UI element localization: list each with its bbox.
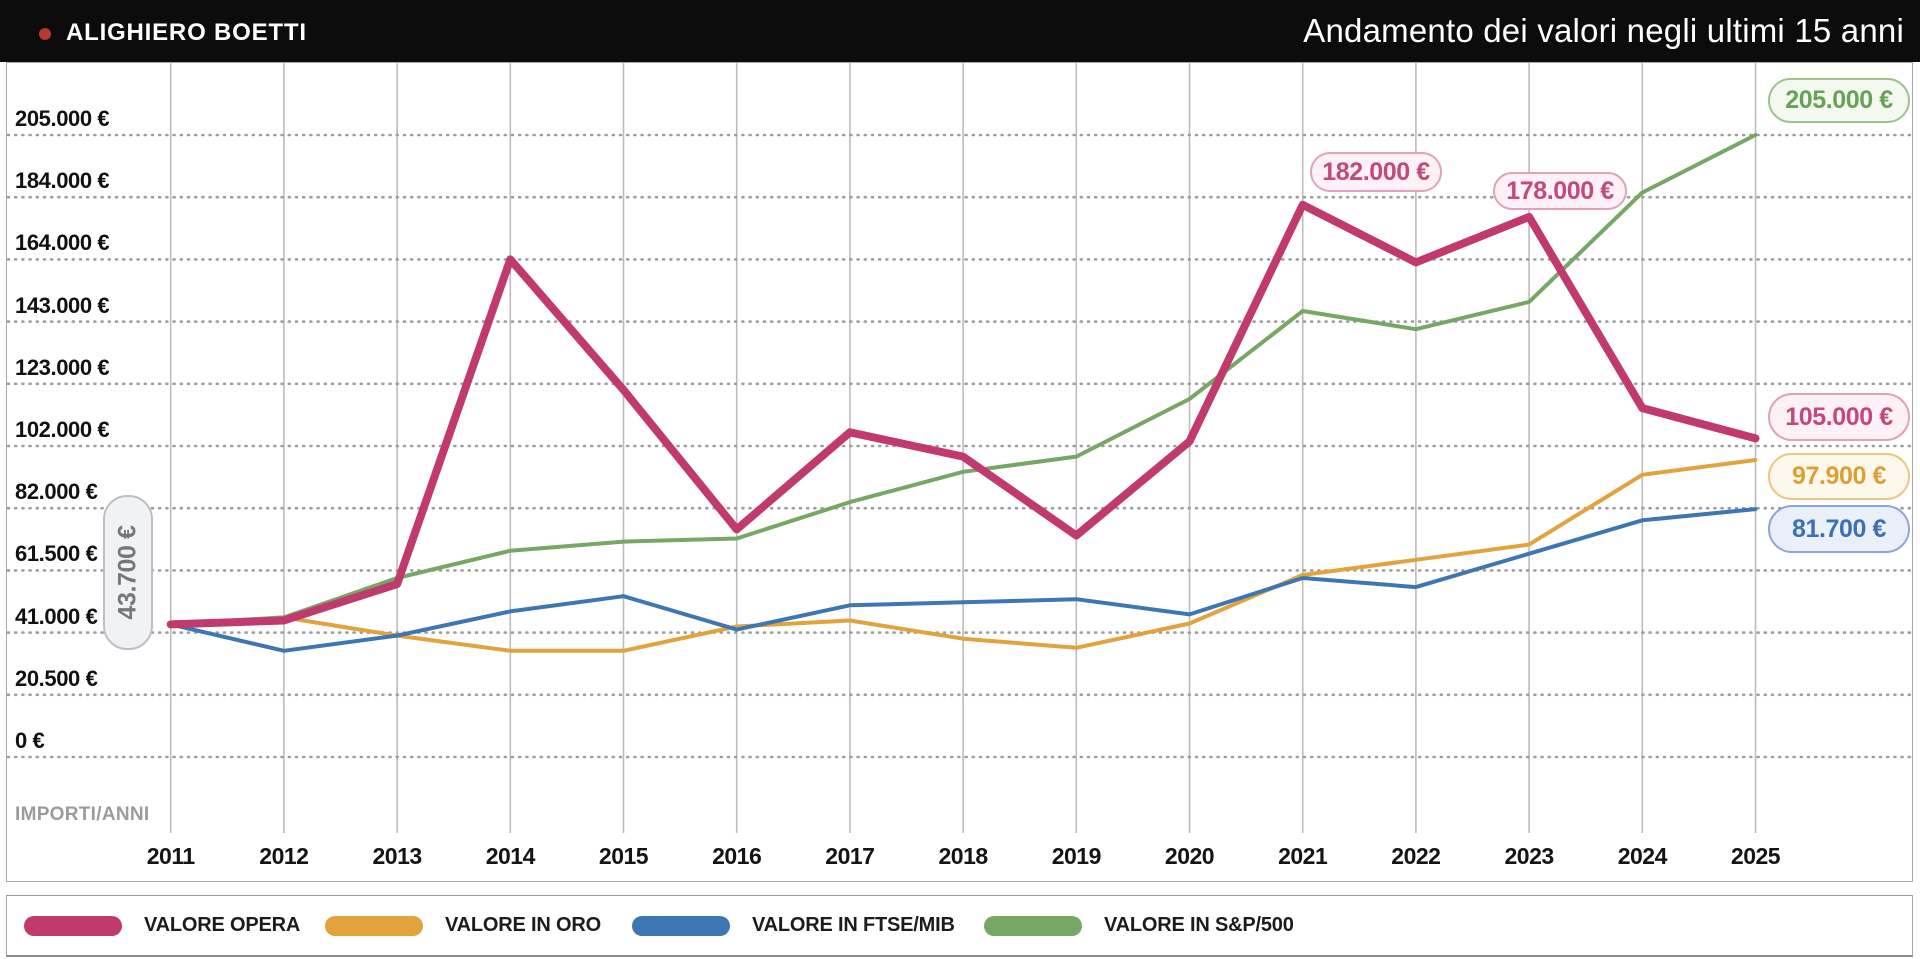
- x-axis-year-label: 2021: [1278, 843, 1328, 869]
- callout-value: 43.700 €: [113, 525, 142, 620]
- callout-end-oro: 97.900 €: [1768, 453, 1910, 500]
- callout-value: 182.000 €: [1322, 157, 1430, 186]
- callout-peak-2023: 178.000 €: [1493, 172, 1627, 210]
- legend-label: VALORE IN FTSE/MIB: [752, 914, 955, 936]
- artist-title: ALIGHIERO BOETTI: [66, 19, 307, 46]
- callout-value: 105.000 €: [1785, 402, 1893, 431]
- x-axis-year-label: 2014: [485, 843, 536, 869]
- x-axis-year-label: 2012: [259, 843, 309, 869]
- callout-peak-2021: 182.000 €: [1310, 152, 1442, 192]
- series-line-3: [168, 133, 1758, 627]
- callout-end-opera: 105.000 €: [1768, 393, 1910, 441]
- legend-item: VALORE IN ORO: [325, 896, 601, 955]
- legend-swatch-icon: [632, 915, 730, 936]
- callout-start-value: 43.700 €: [103, 495, 153, 650]
- y-axis-tick-label: 61.500 €: [15, 541, 98, 567]
- x-axis-year-label: 2022: [1391, 843, 1441, 869]
- x-axis-year-label: 2017: [825, 843, 875, 869]
- y-axis-tick-label: 0 €: [15, 728, 45, 753]
- y-axis-tick-label: 82.000 €: [15, 479, 98, 505]
- callout-end-ftse: 81.700 €: [1768, 505, 1910, 553]
- axis-units-note: IMPORTI/ANNI: [15, 804, 150, 825]
- legend-swatch-icon: [325, 915, 423, 936]
- callout-value: 205.000 €: [1785, 86, 1893, 114]
- callout-value: 178.000 €: [1506, 176, 1614, 205]
- x-axis-year-label: 2016: [712, 843, 762, 869]
- x-axis-year-label: 2019: [1051, 843, 1102, 869]
- y-axis-tick-label: 41.000 €: [15, 603, 98, 629]
- callout-value: 81.700 €: [1791, 514, 1887, 543]
- x-axis-year-label: 2011: [146, 843, 195, 869]
- y-axis-tick-label: 164.000 €: [15, 230, 110, 256]
- legend-swatch-icon: [984, 915, 1082, 936]
- series-line-1: [168, 458, 1758, 653]
- chart-subtitle: Andamento dei valori negli ultimi 15 ann…: [1303, 12, 1904, 49]
- legend-label: VALORE OPERA: [144, 914, 301, 936]
- legend-bar: VALORE OPERA VALORE IN ORO VALORE IN FTSE/…: [6, 895, 1913, 957]
- legend-label: VALORE IN ORO: [445, 914, 601, 936]
- x-axis-year-label: 2025: [1730, 843, 1781, 869]
- y-axis-tick-label: 184.000 €: [15, 168, 110, 194]
- legend-item: VALORE IN FTSE/MIB: [632, 896, 955, 955]
- x-axis-year-label: 2013: [372, 843, 423, 869]
- x-axis-year-label: 2024: [1617, 843, 1668, 869]
- x-axis-year-label: 2020: [1164, 843, 1215, 869]
- y-axis-tick-label: 20.500 €: [15, 665, 98, 691]
- x-axis-year-label: 2023: [1504, 843, 1555, 869]
- callout-end-sp500: 205.000 €: [1768, 78, 1910, 123]
- legend-label: VALORE IN S&P/500: [1104, 914, 1294, 936]
- callout-value: 97.900 €: [1791, 462, 1887, 490]
- series-line-2: [168, 507, 1758, 653]
- y-axis-tick-label: 205.000 €: [15, 106, 110, 131]
- legend-swatch-icon: [24, 915, 122, 936]
- y-axis-tick-label: 143.000 €: [15, 292, 110, 318]
- y-axis-tick-label: 123.000 €: [15, 354, 110, 380]
- y-axis-tick-label: 102.000 €: [15, 417, 110, 442]
- x-axis-year-label: 2018: [938, 843, 989, 869]
- horizontal-gridlines: [6, 133, 1914, 759]
- red-bullet-icon: [39, 28, 51, 40]
- header-bar: ALIGHIERO BOETTI Andamento dei valori ne…: [0, 0, 1920, 62]
- x-axis-year-label: 2015: [598, 843, 649, 869]
- legend-item: VALORE OPERA: [24, 896, 300, 955]
- legend-item: VALORE IN S&P/500: [984, 896, 1294, 955]
- series-line-0: [166, 200, 1760, 629]
